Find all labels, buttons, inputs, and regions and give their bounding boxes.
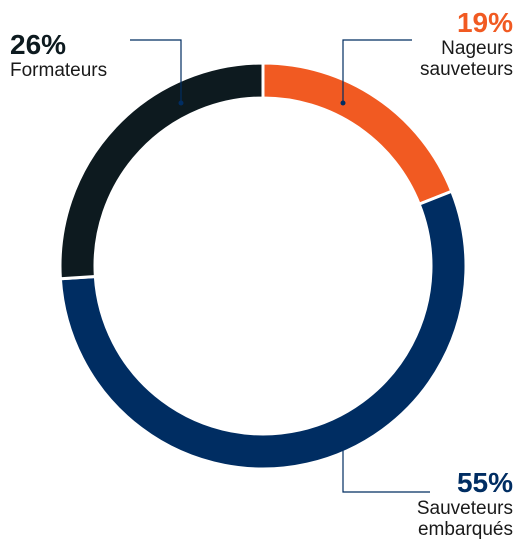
label: 55% Sauveteurs embarqués: [383, 467, 513, 541]
value-label: 55%: [456, 467, 513, 498]
donut-segment: [261, 61, 454, 207]
donut-segment: [58, 61, 265, 281]
label: 19% Nageurs sauveteurs: [383, 7, 513, 81]
category-label: Nageurs sauveteurs: [420, 38, 513, 80]
category-label: Formateurs: [10, 60, 108, 81]
donut-segment: [58, 189, 468, 471]
leader-dot: [340, 100, 346, 106]
leader-line: [342, 448, 430, 493]
leader-line: [342, 39, 412, 103]
value-label: 19%: [456, 7, 513, 38]
value-label: 26%: [10, 29, 67, 60]
category-label: Sauveteurs embarqués: [416, 498, 513, 540]
label: 26% Formateurs: [10, 29, 140, 82]
leader-dot: [340, 445, 346, 451]
leader-dot: [178, 100, 184, 106]
leader-line: [130, 39, 182, 103]
